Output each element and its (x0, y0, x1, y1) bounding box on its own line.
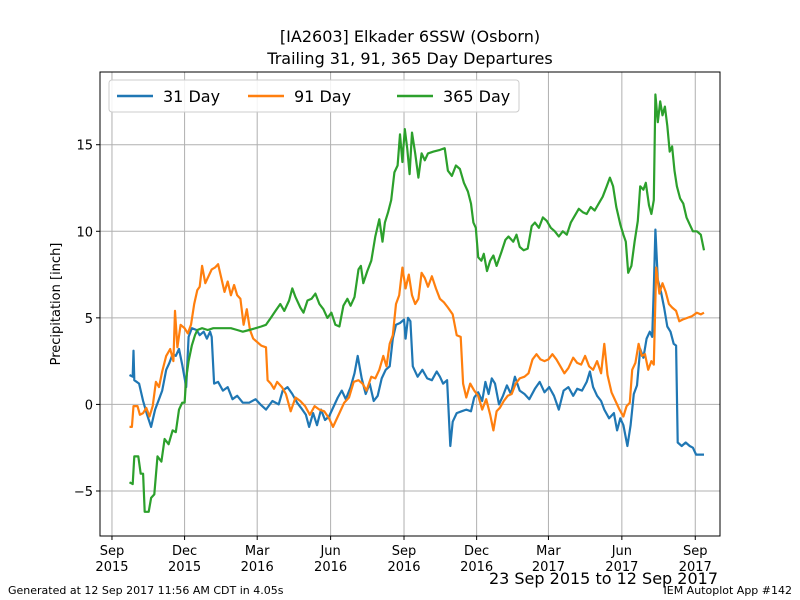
series-line-91-day (129, 263, 705, 432)
y-tick-label: 15 (76, 139, 93, 154)
x-tick-label: Jun 2016 (314, 544, 347, 575)
y-tick-label: 0 (85, 398, 93, 413)
x-tick-label: Dec 2015 (168, 544, 201, 575)
footer-app: IEM Autoplot App #142 (664, 584, 793, 597)
legend-box (108, 79, 520, 113)
chart-title: [IA2603] Elkader 6SSW (Osborn) (280, 27, 540, 46)
legend-label: 365 Day (443, 87, 510, 106)
series-line-365-day (128, 93, 706, 513)
date-range-label: 23 Sep 2015 to 12 Sep 2017 (489, 569, 718, 588)
y-tick-label: 5 (85, 312, 93, 327)
legend: 31 Day 91 Day 365 Day (108, 79, 520, 113)
x-tick-label: Sep 2016 (387, 544, 420, 575)
x-tick-label: Mar 2016 (241, 544, 274, 575)
y-tick-label: 10 (76, 225, 93, 240)
footer-generated: Generated at 12 Sep 2017 11:56 AM CDT in… (8, 584, 284, 597)
series-group (128, 93, 706, 513)
plot-frame (99, 71, 721, 537)
x-tick-label: Sep 2015 (95, 544, 128, 575)
grid-lines (100, 72, 720, 536)
legend-label: 31 Day (163, 87, 220, 106)
series-line-31-day (128, 228, 704, 456)
chart-subtitle: Trailing 31, 91, 365 Day Departures (266, 49, 552, 68)
legend-label: 91 Day (294, 87, 351, 106)
y-axis: −5 0 5 10 15 (74, 139, 100, 500)
x-tick-label: Sep 2017 (679, 544, 712, 575)
x-tick-label: Mar 2017 (532, 544, 565, 575)
x-axis: Sep 2015 Dec 2015 Mar 2016 Jun 2016 Sep 2016 Dec 20… (95, 536, 712, 575)
y-tick-label: −5 (74, 485, 93, 500)
x-tick-label: Dec 2016 (460, 544, 493, 575)
y-axis-label: Precipitation [inch] (49, 243, 64, 366)
x-tick-label: Jun 2017 (605, 544, 638, 575)
